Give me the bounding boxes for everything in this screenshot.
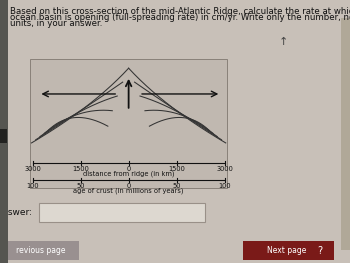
Text: Based on this cross-section of the mid-Atlantic Ridge, calculate the rate at whi: Based on this cross-section of the mid-A…	[10, 7, 350, 16]
Text: 0: 0	[126, 183, 131, 189]
Text: 3000: 3000	[216, 166, 233, 172]
Text: 0: 0	[126, 166, 131, 172]
Text: 1500: 1500	[72, 166, 89, 172]
Text: ?: ?	[318, 245, 323, 256]
Text: Answer:: Answer:	[0, 208, 33, 217]
Bar	[306, 241, 334, 260]
Bar	[0, 0, 8, 263]
Bar	[38, 203, 205, 222]
Text: distance from ridge (in km): distance from ridge (in km)	[83, 170, 174, 177]
Text: 50: 50	[76, 183, 85, 189]
Text: units, in your answer.: units, in your answer.	[10, 19, 103, 28]
Text: ocean basin is opening (full-spreading rate) in cm/yr. Write only the number, no: ocean basin is opening (full-spreading r…	[10, 13, 350, 22]
Bar	[243, 241, 329, 260]
Text: ↑: ↑	[279, 37, 288, 47]
Text: 100: 100	[218, 183, 231, 189]
Text: 50: 50	[173, 183, 181, 189]
Bar	[2, 241, 79, 260]
Bar	[341, 18, 350, 250]
Text: revious page: revious page	[15, 246, 65, 255]
Text: age of crust (in millions of years): age of crust (in millions of years)	[74, 187, 184, 194]
Text: 3000: 3000	[24, 166, 41, 172]
Text: Next page: Next page	[267, 246, 306, 255]
Bar	[30, 59, 228, 188]
Bar	[0, 129, 7, 143]
Text: 100: 100	[26, 183, 39, 189]
Text: 1500: 1500	[168, 166, 185, 172]
